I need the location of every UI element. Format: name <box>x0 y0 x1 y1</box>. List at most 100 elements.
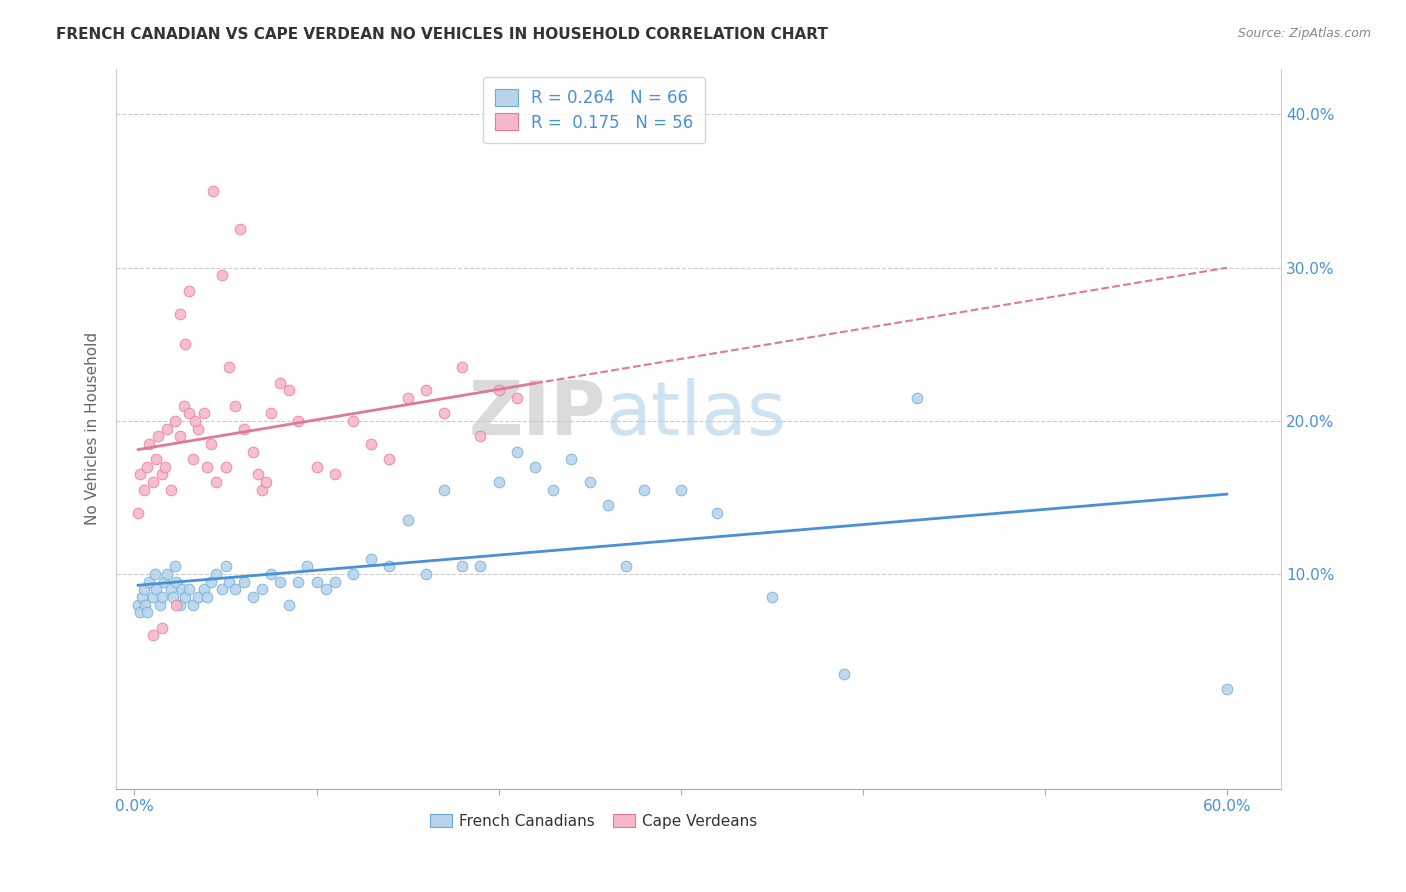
Point <box>138 437 160 451</box>
Point <box>224 582 246 597</box>
Point <box>142 590 165 604</box>
Point <box>218 574 240 589</box>
Point <box>169 598 191 612</box>
Point <box>162 590 184 604</box>
Point <box>614 559 637 574</box>
Point <box>278 383 301 397</box>
Text: atlas: atlas <box>606 377 786 450</box>
Point <box>214 559 236 574</box>
Point <box>149 598 172 612</box>
Y-axis label: No Vehicles in Household: No Vehicles in Household <box>86 332 100 525</box>
Point <box>156 567 179 582</box>
Point <box>506 391 529 405</box>
Point <box>132 582 155 597</box>
Point <box>706 506 728 520</box>
Text: ZIP: ZIP <box>468 377 606 450</box>
Point <box>163 414 186 428</box>
Point <box>260 567 283 582</box>
Point <box>193 406 215 420</box>
Point <box>145 452 167 467</box>
Point <box>136 459 159 474</box>
Point <box>342 414 364 428</box>
Point <box>127 598 149 612</box>
Point <box>150 590 173 604</box>
Point <box>169 429 191 443</box>
Point <box>242 444 264 458</box>
Point <box>131 590 153 604</box>
Point <box>305 574 328 589</box>
Point <box>1216 681 1239 696</box>
Point <box>187 421 209 435</box>
Point <box>360 437 382 451</box>
Point <box>761 590 783 604</box>
Point <box>177 406 200 420</box>
Point <box>214 459 236 474</box>
Text: FRENCH CANADIAN VS CAPE VERDEAN NO VEHICLES IN HOUSEHOLD CORRELATION CHART: FRENCH CANADIAN VS CAPE VERDEAN NO VEHIC… <box>56 27 828 42</box>
Point <box>323 574 346 589</box>
Point <box>260 406 283 420</box>
Point <box>396 513 419 527</box>
Point <box>415 383 437 397</box>
Point <box>127 506 149 520</box>
Point <box>224 399 246 413</box>
Point <box>205 567 228 582</box>
Point <box>396 391 419 405</box>
Point <box>242 590 264 604</box>
Point <box>155 459 177 474</box>
Point <box>247 467 270 482</box>
Point <box>470 429 492 443</box>
Point <box>160 582 183 597</box>
Point <box>132 483 155 497</box>
Point <box>150 467 173 482</box>
Point <box>433 483 456 497</box>
Point <box>305 459 328 474</box>
Point <box>669 483 692 497</box>
Point <box>254 475 277 490</box>
Point <box>269 376 291 390</box>
Point <box>211 582 233 597</box>
Point <box>174 590 197 604</box>
Point <box>524 459 547 474</box>
Point <box>142 475 165 490</box>
Point <box>187 590 209 604</box>
Point <box>200 437 222 451</box>
Point <box>156 421 179 435</box>
Point <box>488 475 510 490</box>
Point <box>177 284 200 298</box>
Point <box>181 598 204 612</box>
Point <box>596 498 619 512</box>
Point <box>232 421 254 435</box>
Point <box>211 268 233 283</box>
Point <box>165 574 187 589</box>
Point <box>323 467 346 482</box>
Point <box>193 582 215 597</box>
Point <box>560 452 582 467</box>
Point <box>470 559 492 574</box>
Point <box>177 582 200 597</box>
Point <box>169 307 191 321</box>
Point <box>297 559 319 574</box>
Point <box>433 406 456 420</box>
Point <box>378 559 401 574</box>
Point <box>165 598 187 612</box>
Point <box>150 621 173 635</box>
Point <box>138 574 160 589</box>
Point <box>250 483 273 497</box>
Point <box>229 222 252 236</box>
Point <box>181 452 204 467</box>
Point <box>905 391 928 405</box>
Point <box>201 184 224 198</box>
Point <box>146 429 169 443</box>
Point <box>451 360 474 375</box>
Point <box>195 459 218 474</box>
Point <box>250 582 273 597</box>
Point <box>142 628 165 642</box>
Point <box>183 414 205 428</box>
Point <box>134 598 156 612</box>
Point <box>360 551 382 566</box>
Point <box>287 414 309 428</box>
Point <box>451 559 474 574</box>
Point <box>633 483 655 497</box>
Point <box>136 605 159 619</box>
Point <box>278 598 301 612</box>
